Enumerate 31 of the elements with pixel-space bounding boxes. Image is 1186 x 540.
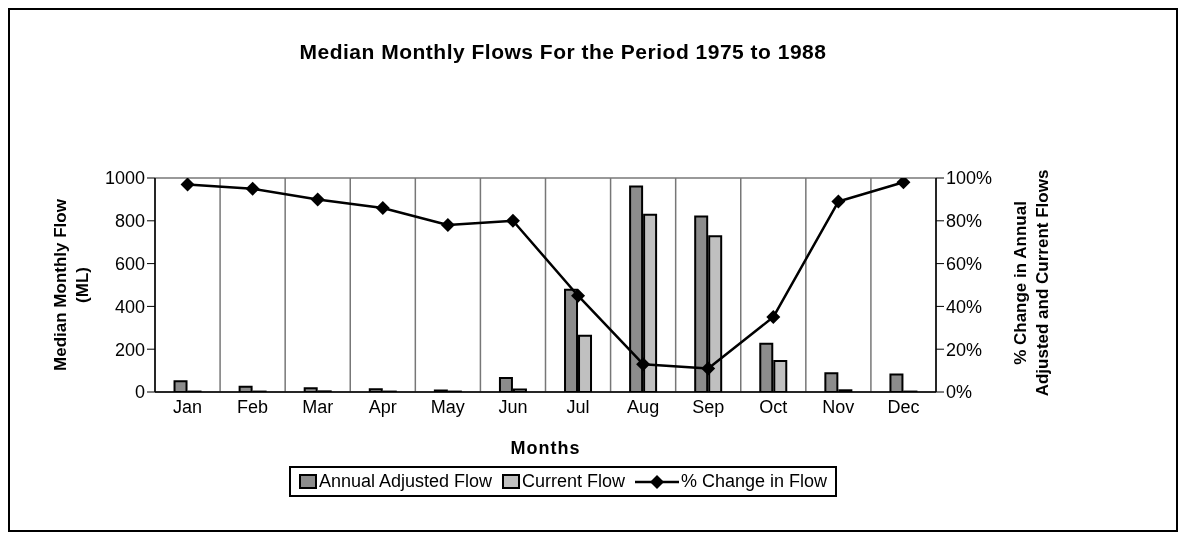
y-tick-label: 200 (114, 339, 145, 360)
x-tick-label: Mar (302, 396, 334, 417)
x-tick-label: May (430, 396, 465, 417)
y2-tick-label: 100% (946, 168, 993, 189)
x-tick-label: Jan (173, 396, 203, 417)
y-tick-label: 0 (134, 382, 145, 403)
legend-label: Current Flow (522, 471, 626, 492)
y2-tick-label: 0% (946, 382, 973, 403)
x-tick-label: Feb (237, 396, 269, 417)
x-tick-label: Dec (887, 396, 920, 417)
x-tick-label: Sep (692, 396, 725, 417)
y-tick-label: 800 (114, 211, 145, 232)
y-tick-label: 1000 (104, 168, 145, 189)
x-tick-label: Nov (822, 396, 855, 417)
x-tick-label: Jun (498, 396, 528, 417)
legend-label: Annual Adjusted Flow (318, 471, 492, 492)
y2-tick-label: 40% (946, 296, 983, 317)
y-axis-title: Median Monthly Flow (ML) (50, 198, 93, 373)
chart-title: Median Monthly Flows For the Period 1975 to 1988 (298, 40, 828, 64)
y2-axis-title: % Change in Annual Adjusted and Current Flows (1010, 168, 1053, 398)
y-tick-label: 400 (114, 296, 145, 317)
y2-tick-label: 80% (946, 211, 983, 232)
legend-label: % Change in Flow (681, 471, 828, 492)
y-tick-label: 600 (114, 253, 145, 274)
x-tick-label: Apr (368, 396, 397, 417)
x-tick-label: Jul (566, 396, 590, 417)
x-tick-label: Oct (759, 396, 788, 417)
x-axis-title: Months (510, 438, 581, 458)
y2-tick-label: 20% (946, 339, 983, 360)
y2-tick-label: 60% (946, 253, 983, 274)
x-tick-label: Aug (627, 396, 660, 417)
